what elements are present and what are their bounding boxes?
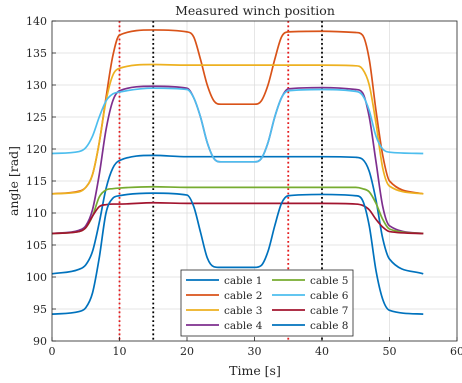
y-tick-label: 115: [26, 175, 47, 188]
legend-label: cable 7: [310, 305, 348, 317]
y-tick-label: 140: [26, 15, 47, 28]
series-line-8: [51, 192, 424, 315]
x-tick-label: 30: [248, 345, 262, 358]
series-line-6: [51, 87, 424, 163]
x-tick-label: 20: [180, 345, 194, 358]
series-line-1: [51, 154, 424, 275]
y-tick-label: 90: [33, 335, 47, 348]
legend: cable 1 cable 2 cable 3 cable 4 cable 5 cable…: [180, 269, 354, 337]
x-tick-label: 60: [450, 345, 462, 358]
legend-label: cable 3: [224, 305, 262, 317]
legend-label: cable 4: [224, 320, 263, 332]
y-tick-label: 120: [26, 143, 47, 156]
series-line-5: [51, 185, 424, 235]
y-tick-label: 110: [26, 207, 47, 220]
legend-label: cable 5: [310, 275, 348, 287]
legend-label: cable 8: [310, 320, 348, 332]
axis-ticks: 0 10 20 30 40 50 60 90 95 100 105 110 115 120 125 130 13…: [26, 15, 462, 358]
x-tick-label: 40: [315, 345, 329, 358]
legend-label: cable 1: [224, 275, 262, 287]
series-line-7: [51, 201, 424, 235]
series-line-3: [51, 63, 424, 195]
y-tick-label: 95: [33, 303, 47, 316]
y-tick-label: 105: [26, 239, 47, 252]
legend-label: cable 6: [310, 290, 349, 302]
y-tick-label: 130: [26, 79, 47, 92]
y-tick-label: 135: [26, 47, 47, 60]
y-tick-label: 125: [26, 111, 47, 124]
vertical-markers: [118, 21, 323, 341]
x-tick-label: 50: [383, 345, 397, 358]
series-layer: [51, 29, 424, 315]
chart-title: Measured winch position: [175, 3, 335, 18]
series-line-4: [51, 85, 424, 235]
x-tick-label: 0: [49, 345, 56, 358]
y-tick-label: 100: [26, 271, 47, 284]
x-tick-label: 10: [113, 345, 127, 358]
y-axis-label: angle [rad]: [6, 146, 21, 216]
legend-label: cable 2: [224, 290, 262, 302]
x-axis-label: Time [s]: [229, 363, 281, 378]
